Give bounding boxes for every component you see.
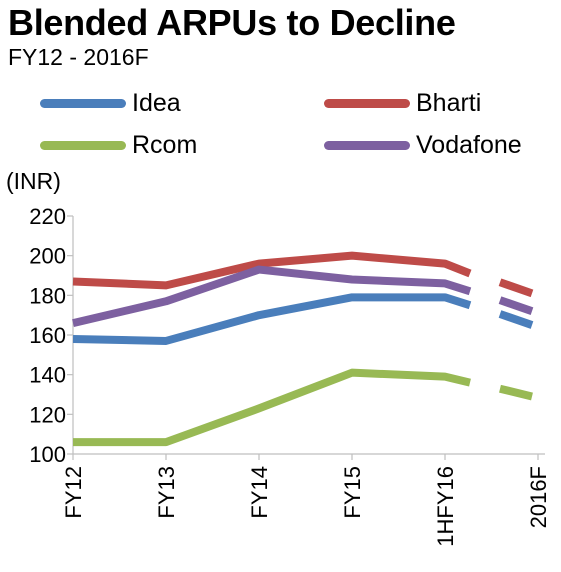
series-projection-rcom (499, 384, 533, 401)
x-tick-label-fy12: FY12 (61, 466, 86, 519)
x-tick-label-fy14: FY14 (247, 466, 272, 519)
x-tick-label-fy15: FY15 (340, 466, 365, 519)
legend-label-vodafone: Vodafone (416, 130, 522, 159)
legend-item-idea: Idea (40, 88, 181, 118)
series-line-rcom (73, 368, 471, 447)
series-projection-idea (498, 310, 534, 329)
series-line-vodafone (72, 265, 472, 327)
legend-swatch-bharti (324, 98, 410, 108)
legend-item-vodafone: Vodafone (324, 130, 522, 160)
legend-swatch-vodafone (324, 140, 410, 150)
y-axis-unit-label: (INR) (6, 168, 61, 194)
x-tick-label-1hfy16: 1HFY16 (433, 466, 458, 547)
y-tick-label-220: 220 (29, 204, 66, 229)
x-tick-label-2016f: 2016F (526, 466, 551, 528)
y-tick-label-140: 140 (29, 363, 66, 388)
legend-label-rcom: Rcom (132, 130, 198, 159)
x-tick-label-fy13: FY13 (154, 466, 179, 519)
legend-label-bharti: Bharti (416, 88, 482, 117)
legend-label-idea: Idea (132, 88, 181, 117)
series-line-idea (72, 293, 472, 345)
series-projection-bharti (498, 278, 534, 298)
y-tick-label-120: 120 (29, 402, 66, 427)
y-tick-label-100: 100 (29, 442, 66, 467)
chart-title: Blended ARPUs to Decline (8, 2, 456, 43)
legend-swatch-idea (40, 98, 126, 108)
y-tick-label-180: 180 (29, 283, 66, 308)
legend-item-rcom: Rcom (40, 130, 197, 160)
chart-subtitle: FY12 - 2016F (8, 44, 149, 70)
series-projection-vodafone (498, 296, 534, 315)
legend-item-bharti: Bharti (324, 88, 481, 118)
series-line-bharti (72, 251, 472, 290)
y-tick-label-160: 160 (29, 323, 66, 348)
y-tick-label-200: 200 (29, 244, 66, 269)
legend-swatch-rcom (40, 140, 126, 150)
